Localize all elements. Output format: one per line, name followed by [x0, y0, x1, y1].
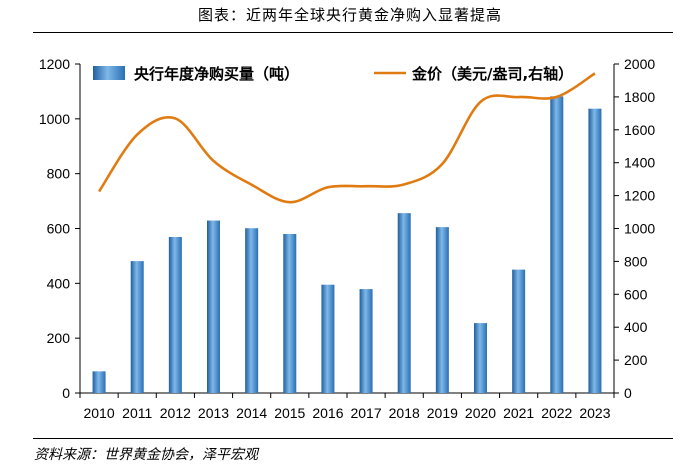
x-tick-label: 2017 — [350, 405, 381, 421]
legend-bar-swatch — [93, 66, 125, 80]
y-right-tick-label: 200 — [624, 352, 648, 368]
y-left-tick-label: 600 — [47, 221, 71, 237]
legend-line-label: 金价（美元/盎司,右轴） — [411, 65, 573, 83]
y-right-tick-label: 400 — [624, 319, 648, 335]
y-right-tick-label: 0 — [624, 385, 632, 401]
bar — [92, 371, 106, 393]
chart-title: 图表：近两年全球央行黄金净购入显著提高 — [197, 6, 502, 24]
x-tick-label: 2013 — [198, 405, 229, 421]
x-tick-label: 2022 — [541, 405, 572, 421]
y-right-tick-label: 1200 — [624, 188, 655, 204]
y-left-tick-label: 200 — [47, 330, 71, 346]
x-tick-label: 2018 — [389, 405, 420, 421]
bar — [207, 220, 220, 393]
tick-labels: 0 200 400 600 800 1000 1200 0 200 400 600 800 1000 12… — [39, 56, 656, 421]
x-tick-label: 2014 — [236, 405, 267, 421]
y-left-tick-label: 400 — [47, 275, 71, 291]
bar — [550, 96, 564, 393]
bar — [512, 269, 526, 393]
y-right-tick-label: 1600 — [624, 122, 655, 138]
bar — [321, 284, 335, 393]
x-tick-label: 2011 — [122, 405, 152, 421]
legend: 央行年度净购买量（吨） 金价（美元/盎司,右轴） — [93, 65, 573, 83]
bar — [435, 227, 449, 393]
y-right-tick-label: 1400 — [624, 155, 655, 171]
y-right-tick-label: 1800 — [624, 89, 655, 105]
source-note: 资料来源：世界黄金协会，泽平宏观 — [34, 447, 258, 463]
gold-price-line — [97, 72, 596, 204]
bar — [474, 323, 487, 393]
y-right-tick-label: 2000 — [624, 56, 655, 72]
bar — [168, 236, 182, 393]
x-tick-label: 2015 — [274, 405, 305, 421]
y-left-tick-label: 800 — [47, 166, 71, 182]
x-tick-label: 2021 — [503, 405, 534, 421]
y-right-tick-label: 800 — [624, 253, 648, 269]
bar — [283, 233, 297, 393]
x-tick-label: 2023 — [579, 405, 610, 421]
bar — [588, 108, 602, 394]
x-tick-label: 2020 — [465, 405, 496, 421]
x-tick-label: 2012 — [160, 405, 191, 421]
bar — [245, 228, 259, 393]
y-left-tick-label: 0 — [62, 385, 70, 401]
y-right-tick-label: 600 — [624, 286, 648, 302]
footer-divider — [33, 438, 673, 439]
y-left-tick-label: 1000 — [39, 111, 70, 127]
bar-series — [92, 96, 602, 394]
y-right-tick-label: 1000 — [624, 221, 655, 237]
title-divider — [33, 32, 673, 33]
axes — [75, 63, 619, 398]
bar — [397, 213, 411, 393]
y-left-tick-label: 1200 — [39, 56, 70, 72]
bar — [359, 289, 373, 393]
bar — [130, 261, 144, 393]
x-tick-label: 2019 — [427, 405, 458, 421]
legend-bar-label: 央行年度净购买量（吨） — [134, 65, 299, 83]
x-tick-label: 2016 — [312, 405, 343, 421]
x-tick-label: 2010 — [83, 405, 114, 421]
